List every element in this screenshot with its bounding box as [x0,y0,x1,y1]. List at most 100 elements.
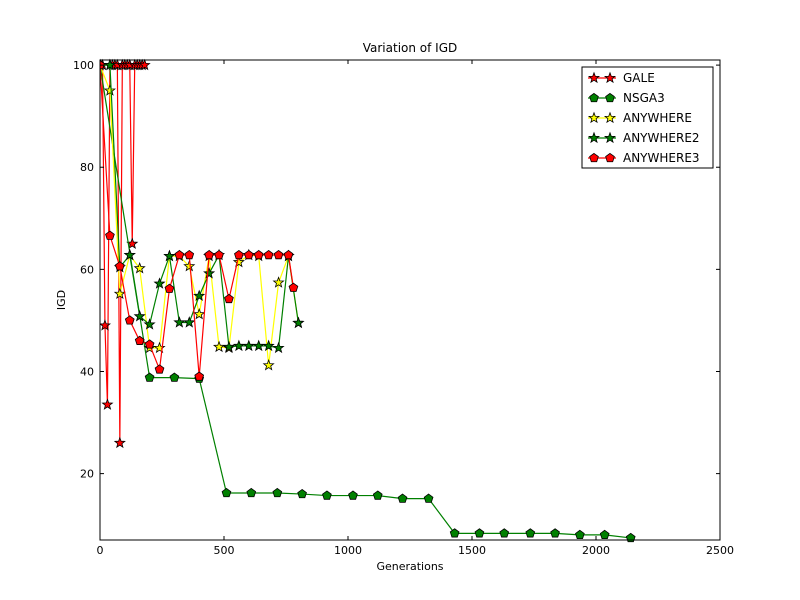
series-layer [100,58,636,543]
data-point-anywhere [232,255,245,268]
y-tick-label: 20 [80,468,94,481]
data-point-anywhere [193,307,206,320]
data-point-anywhere [113,287,126,300]
data-point-anywhere3 [214,249,224,260]
data-point-anywhere [183,259,196,272]
data-point-nsga3 [169,372,180,382]
data-point-anywhere [133,261,146,274]
data-point-anywhere2 [133,309,146,322]
data-point-anywhere2 [232,339,245,352]
data-point-anywhere2 [262,339,275,352]
legend-item-anywhere: ANYWHERE [587,111,692,125]
axes-layer: 0 500 1000 1500 2000 2500 20 40 60 80 100 [73,59,734,557]
data-point-anywhere2 [103,58,116,71]
data-point-anywhere2 [123,248,136,261]
legend-marker [603,131,617,144]
y-tick-label: 40 [80,365,94,378]
data-point-nsga3 [575,529,585,540]
data-point-anywhere3 [164,283,175,293]
data-point-nsga3 [246,487,257,498]
data-point-anywhere2 [292,316,305,329]
x-tick-label: 500 [214,544,235,557]
y-tick-label: 60 [80,263,94,276]
legend-marker [587,131,601,144]
y-axis-label: IGD [55,290,68,310]
data-point-anywhere2 [143,318,156,330]
data-point-anywhere3 [184,249,195,260]
legend-label: ANYWHERE3 [623,151,700,165]
data-point-anywhere2 [203,267,216,279]
legend-label: ANYWHERE [623,111,692,125]
data-point-anywhere2 [173,316,186,328]
data-point-anywhere [262,359,275,371]
data-point-anywhere2 [252,339,265,352]
data-point-nsga3 [221,487,232,498]
legend-item-nsga3: NSGA3 [588,91,665,105]
data-point-gale [101,398,114,410]
x-tick-label: 0 [97,544,104,557]
data-point-gale [113,436,126,449]
data-point-anywhere2 [193,289,206,302]
legend-label: ANYWHERE2 [623,131,700,145]
data-point-nsga3 [449,528,460,538]
y-tick-label: 100 [73,59,94,72]
data-point-nsga3 [499,528,510,538]
data-point-anywhere3 [263,249,274,260]
data-point-nsga3 [272,487,283,498]
x-tick-label: 2500 [706,544,734,557]
legend-label: GALE [623,71,655,85]
data-point-anywhere [213,340,226,353]
data-point-anywhere3 [288,282,299,292]
data-point-anywhere2 [242,339,255,352]
data-point-anywhere3 [234,249,244,260]
legend-item-gale: GALE [587,71,655,85]
data-point-nsga3 [599,529,610,540]
x-tick-label: 1000 [334,544,362,557]
data-point-nsga3 [372,490,383,500]
data-point-nsga3 [525,528,536,538]
data-point-anywhere [153,341,166,354]
data-point-anywhere3 [154,364,165,374]
plot-frame [99,59,721,541]
data-point-nsga3 [348,490,358,500]
data-point-gale [100,319,111,331]
data-point-nsga3 [474,528,485,538]
data-point-anywhere3 [253,249,264,260]
legend-label: NSGA3 [623,91,665,105]
legend: GALE NSGA3 ANYWHERE ANYWHERE2 ANYWHERE3 [581,66,714,169]
data-point-nsga3 [144,372,155,382]
data-point-anywhere3 [204,249,214,260]
data-point-anywhere2 [183,316,196,328]
x-tick-label: 2000 [582,544,610,557]
legend-marker [587,71,601,84]
data-point-anywhere [103,84,116,96]
data-point-anywhere2 [153,277,166,289]
data-point-nsga3 [397,493,408,503]
x-axis-label: Generations [376,560,443,573]
y-tick-label: 80 [80,161,94,174]
legend-marker [605,92,615,103]
legend-item-anywhere3: ANYWHERE3 [588,151,700,165]
legend-item-anywhere2: ANYWHERE2 [587,131,700,145]
data-point-anywhere [272,276,285,288]
legend-marker [605,152,615,163]
data-point-anywhere3 [124,315,135,325]
data-point-anywhere3 [273,249,284,260]
data-point-anywhere3 [283,249,294,260]
legend-marker [589,92,599,103]
data-point-anywhere2 [272,341,285,354]
data-point-anywhere3 [174,249,185,260]
x-tick-label: 1500 [458,544,486,557]
data-point-nsga3 [297,488,307,499]
series-anywhere3 [100,60,299,381]
legend-marker [589,152,599,163]
data-point-anywhere3 [114,261,125,271]
legend-marker [587,111,601,124]
data-point-anywhere3 [243,249,254,260]
legend-marker [603,71,617,84]
data-point-anywhere3 [224,293,234,304]
data-point-gale [138,58,151,71]
data-point-anywhere3 [194,371,205,381]
data-point-nsga3 [322,490,332,500]
